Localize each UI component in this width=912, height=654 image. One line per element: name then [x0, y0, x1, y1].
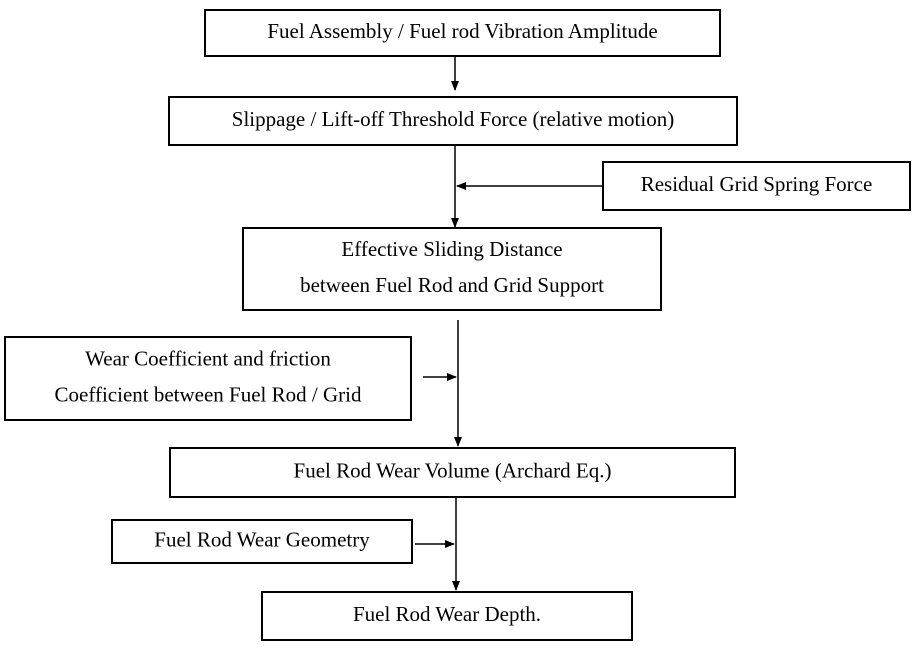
node-label: Fuel Assembly / Fuel rod Vibration Ampli…: [267, 19, 657, 43]
node-box: [111, 519, 413, 564]
node-label: Coefficient between Fuel Rod / Grid: [55, 382, 362, 406]
node-label: Slippage / Lift-off Threshold Force (rel…: [232, 107, 674, 131]
node-box: [261, 591, 633, 641]
node-label: Fuel Rod Wear Geometry: [154, 527, 370, 551]
node-label: Effective Sliding Distance: [341, 237, 562, 261]
node-box: [4, 336, 412, 421]
connectors: [415, 56, 603, 591]
node-label: between Fuel Rod and Grid Support: [300, 273, 604, 297]
node-label: Fuel Rod Wear Volume (Archard Eq.): [294, 458, 612, 482]
node-box: [242, 227, 662, 311]
node-label: Wear Coefficient and friction: [85, 346, 331, 370]
node-box: [204, 9, 721, 57]
node-box: [168, 96, 738, 146]
node-box: [169, 447, 736, 498]
node-label: Residual Grid Spring Force: [641, 172, 873, 196]
node-label: Fuel Rod Wear Depth.: [353, 602, 541, 626]
node-box: [602, 161, 911, 211]
